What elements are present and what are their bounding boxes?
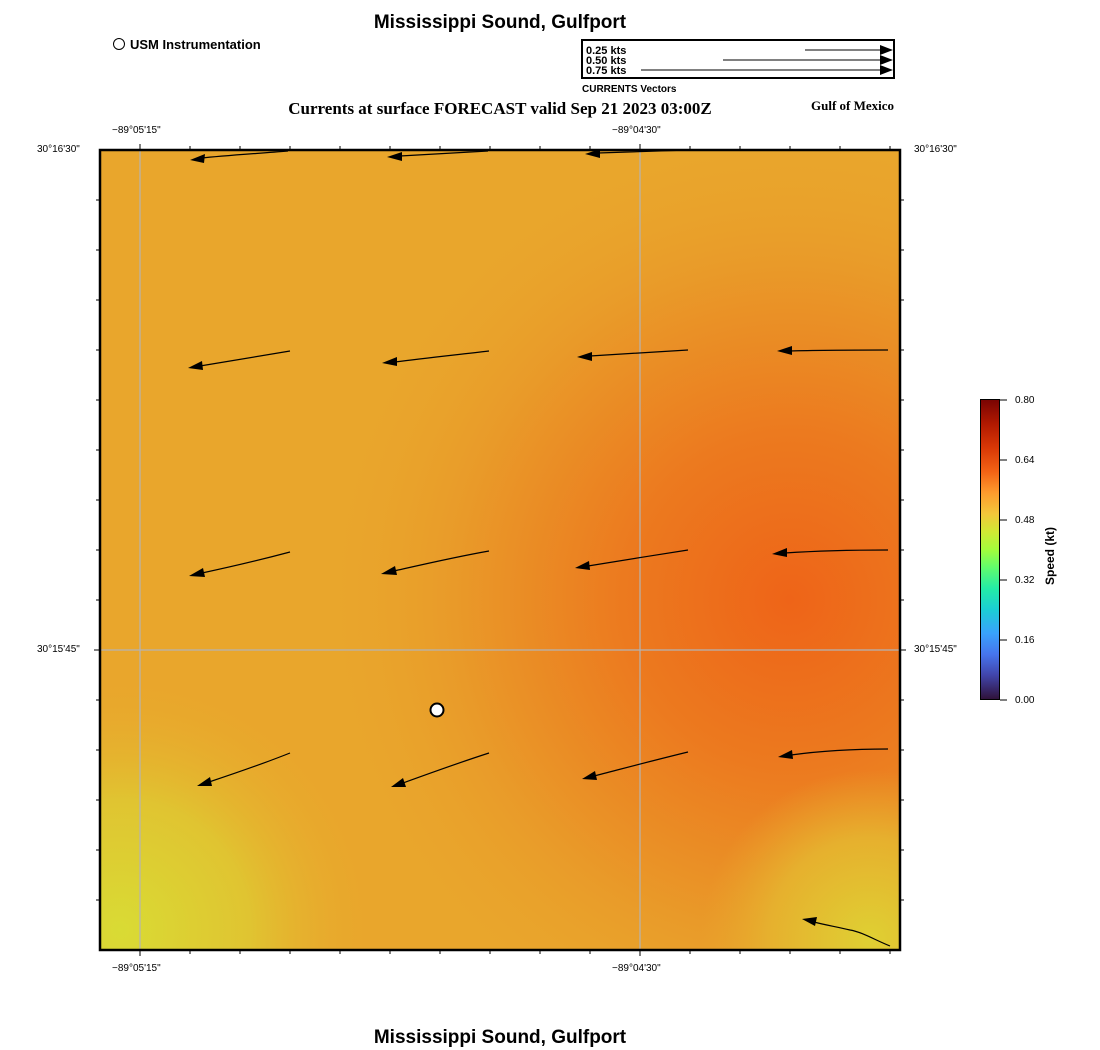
station-legend-label: USM Instrumentation <box>130 37 261 52</box>
colorbar-tick-2: 0.48 <box>1015 515 1035 526</box>
colorbar-tick-4: 0.16 <box>1015 635 1035 646</box>
current-vector <box>575 549 689 570</box>
legend-entry-2: 0.75 kts <box>586 65 627 77</box>
current-vector <box>189 551 291 577</box>
current-vector <box>582 751 689 780</box>
legend-entry-1: 0.50 kts <box>586 55 627 67</box>
lon-label-bottom-0: −89°05'15" <box>112 963 161 974</box>
speed-colorbar <box>980 399 1000 700</box>
current-vector <box>777 346 889 355</box>
station-marker-icon <box>113 38 125 50</box>
current-vector <box>197 752 291 786</box>
usm-station-icon <box>429 702 445 718</box>
legend-arrow-2 <box>641 65 893 75</box>
current-vectors <box>188 149 891 947</box>
colorbar-title: Speed (kt) <box>1043 526 1057 585</box>
lat-label-right-1: 30°15'45" <box>914 644 957 655</box>
vector-legend-caption: CURRENTS Vectors <box>582 84 677 95</box>
legend-arrows <box>641 45 893 75</box>
current-vector <box>190 150 289 163</box>
colorbar-tick-5: 0.00 <box>1015 695 1035 706</box>
vector-legend-box: 0.25 kts 0.50 kts 0.75 kts <box>581 39 895 79</box>
speed-field <box>100 150 900 950</box>
lon-label-bottom-1: −89°04'30" <box>612 963 661 974</box>
current-vector <box>585 149 689 158</box>
lat-label-left-0: 30°16'30" <box>37 144 80 155</box>
current-vector <box>778 748 889 759</box>
lat-label-right-0: 30°16'30" <box>914 144 957 155</box>
map-title: Mississippi Sound, Gulfport <box>373 12 627 33</box>
lat-label-left-1: 30°15'45" <box>37 644 80 655</box>
current-vector <box>391 752 490 787</box>
region-label: Gulf of Mexico <box>811 98 895 113</box>
legend-entry-0: 0.25 kts <box>586 45 627 57</box>
legend-arrow-0 <box>805 45 893 55</box>
current-vector <box>772 548 889 557</box>
colorbar-tick-0: 0.80 <box>1015 395 1035 406</box>
current-vector <box>381 550 490 575</box>
current-vector <box>577 349 689 361</box>
current-vector <box>802 917 891 947</box>
lon-label-top-1: −89°04'30" <box>612 125 661 136</box>
colorbar-tick-3: 0.32 <box>1015 575 1035 586</box>
colorbar-ticks <box>1000 399 1007 701</box>
current-vector <box>387 150 489 161</box>
lon-label-top-0: −89°05'15" <box>112 125 161 136</box>
colorbar-tick-1: 0.64 <box>1015 455 1035 466</box>
current-vector <box>382 350 490 366</box>
frame-ticks <box>94 144 906 956</box>
current-vector <box>188 350 291 370</box>
graticule <box>100 150 900 950</box>
map-subtitle: Currents at surface FORECAST valid Sep 2… <box>288 99 712 118</box>
footer-title: Mississippi Sound, Gulfport <box>373 1027 627 1048</box>
legend-arrow-1 <box>723 55 893 65</box>
